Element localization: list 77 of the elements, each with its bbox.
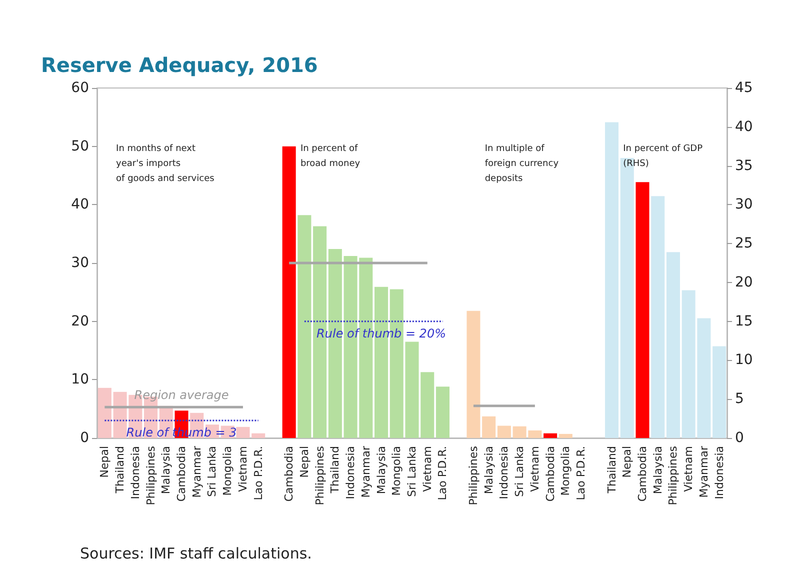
y2-tick-label: 25 — [735, 236, 753, 252]
y2-tick-label: 20 — [735, 274, 753, 290]
x-tick-label: Sri Lanka — [406, 446, 418, 497]
bar — [544, 433, 558, 438]
y2-tick-label: 45 — [735, 80, 753, 96]
bar — [252, 433, 266, 438]
x-tick-label: Vietnam — [420, 446, 434, 492]
x-tick-label: Cambodia — [636, 446, 649, 502]
x-tick-label: Mongolia — [221, 446, 234, 496]
x-tick-label: Nepal — [298, 446, 311, 478]
y-tick-label: 10 — [71, 372, 89, 388]
y2-tick-label: 15 — [735, 313, 753, 330]
bar — [636, 182, 650, 438]
x-tick-label: Lao P.D.R. — [252, 446, 265, 500]
bar — [298, 215, 312, 438]
x-tick-label: Vietnam — [682, 446, 696, 492]
x-tick-label: Myanmar — [359, 446, 372, 498]
chart-title: Reserve Adequacy, 2016 — [41, 53, 318, 77]
y2-tick-label: 35 — [735, 158, 753, 174]
x-tick-label: Malaysia — [651, 446, 664, 494]
bar — [666, 252, 680, 438]
x-tick-label: Cambodia — [175, 446, 188, 502]
x-tick-label: Thailand — [605, 446, 618, 494]
x-tick-label: Cambodia — [544, 446, 557, 502]
x-tick-label: Mongolia — [559, 446, 572, 496]
bar — [436, 386, 450, 438]
y-tick-label: 20 — [71, 313, 89, 330]
bar — [558, 434, 572, 438]
y2-tick-label: 10 — [735, 352, 753, 368]
x-tick-label: Vietnam — [528, 446, 542, 492]
x-tick-label: Indonesia — [498, 446, 511, 500]
y-tick-label: 30 — [71, 255, 89, 271]
x-tick-label: Philippines — [144, 446, 158, 506]
x-tick-label: Philippines — [466, 446, 480, 506]
annotation: In percent of GDP (RHS) — [623, 144, 704, 169]
bar — [497, 426, 511, 438]
x-tick-label: Philippines — [666, 446, 680, 506]
x-tick-label: Malaysia — [160, 446, 173, 494]
y2-tick-label: 5 — [735, 391, 744, 408]
annotation: In months of next year's imports of goods and services — [116, 144, 215, 184]
y-tick-label: 50 — [71, 138, 89, 154]
x-tick-label: Indonesia — [344, 446, 358, 500]
annotation: In multiple of foreign currency deposits — [484, 144, 560, 184]
x-tick-label: Sri Lanka — [513, 446, 526, 497]
x-tick-label: Indonesia — [712, 446, 726, 500]
y2-tick-label: 0 — [735, 430, 744, 446]
bar — [604, 122, 619, 438]
x-tick-label: Thailand — [114, 446, 127, 494]
x-tick-label: Nepal — [98, 446, 112, 478]
x-tick-label: Malaysia — [374, 446, 388, 494]
bar — [651, 196, 665, 438]
bar — [482, 416, 496, 438]
bar — [712, 346, 726, 438]
x-tick-label: Myanmar — [190, 446, 204, 498]
x-tick-label: Myanmar — [697, 446, 710, 498]
bar — [466, 310, 480, 438]
x-tick-label: Cambodia — [282, 446, 296, 502]
annotation: In percent of broad money — [300, 144, 361, 169]
y-tick-label: 0 — [80, 430, 89, 446]
source-note: Sources: IMF staff calculations. — [80, 544, 312, 562]
x-tick-label: Thailand — [328, 446, 342, 494]
x-tick-label: Philippines — [313, 446, 326, 506]
bar — [282, 146, 296, 438]
x-tick-label: Malaysia — [482, 446, 496, 494]
x-tick-label: Lao P.D.R. — [436, 446, 450, 500]
x-tick-label: Lao P.D.R. — [574, 446, 588, 500]
x-tick-label: Mongolia — [390, 446, 404, 496]
series-label: Region average — [134, 388, 229, 402]
y-tick-label: 60 — [71, 80, 89, 96]
x-tick-label: Vietnam — [236, 446, 250, 492]
x-tick-label: Indonesia — [128, 446, 142, 500]
y2-tick-label: 40 — [735, 118, 753, 135]
y2-tick-label: 30 — [735, 196, 753, 213]
y-tick-label: 40 — [71, 196, 89, 213]
x-tick-label: Sri Lanka — [206, 446, 219, 497]
bar — [98, 388, 112, 438]
x-tick-label: Nepal — [620, 446, 634, 478]
